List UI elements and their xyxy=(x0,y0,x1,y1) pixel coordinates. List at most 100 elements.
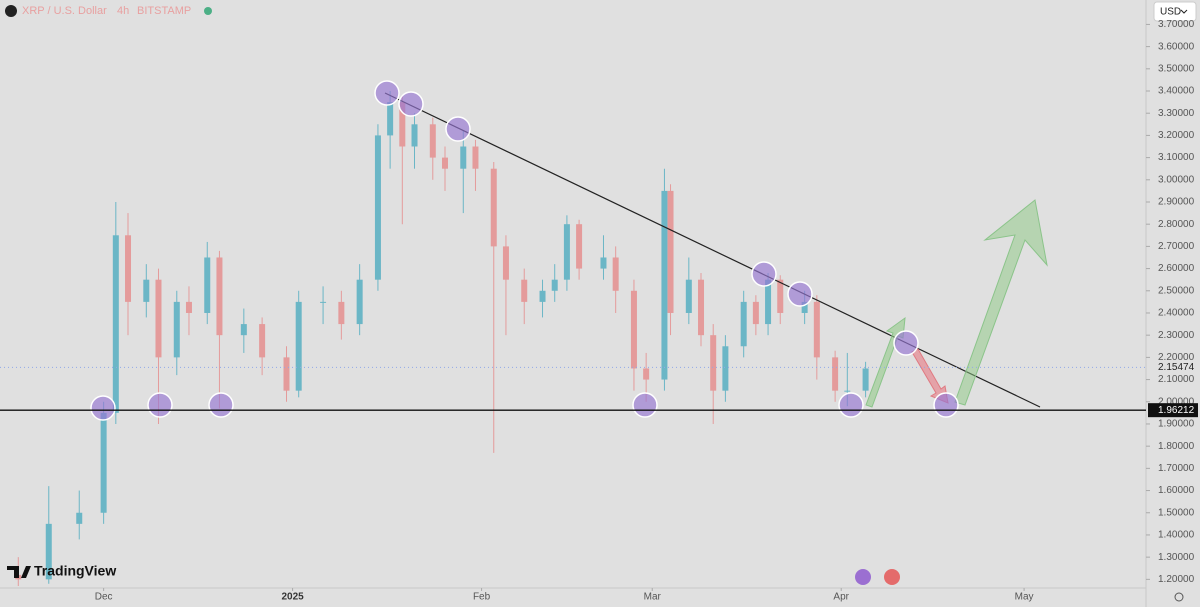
candle-body xyxy=(45,523,52,580)
candle-body xyxy=(399,102,406,147)
interval: 4h xyxy=(117,5,129,17)
y-tick-label: 1.80000 xyxy=(1158,441,1195,452)
candle-body xyxy=(813,301,820,358)
x-tick-label: Apr xyxy=(833,592,849,603)
symbol-icon xyxy=(5,5,17,17)
marker xyxy=(398,91,424,117)
y-tick-label: 2.10000 xyxy=(1158,374,1195,385)
y-tick-label: 2.50000 xyxy=(1158,285,1195,296)
candle-body xyxy=(338,301,345,325)
exchange: BITSTAMP xyxy=(137,5,191,17)
y-tick-label: 2.90000 xyxy=(1158,197,1195,208)
candle-body xyxy=(521,279,528,302)
y-tick-label: 3.00000 xyxy=(1158,174,1195,185)
candle-body xyxy=(155,279,162,358)
marker xyxy=(751,261,777,287)
candle-body xyxy=(125,235,132,302)
marker xyxy=(147,392,173,418)
candle-body xyxy=(259,324,266,358)
candle-body xyxy=(777,279,784,313)
y-tick-label: 2.60000 xyxy=(1158,263,1195,274)
candle-body xyxy=(472,146,479,169)
candle-body xyxy=(490,168,497,247)
y-tick-label: 2.70000 xyxy=(1158,241,1195,252)
candle-body xyxy=(667,190,674,313)
y-tick-label: 2.20000 xyxy=(1158,352,1195,363)
candle-body xyxy=(100,412,107,513)
candle-body xyxy=(862,368,869,391)
plot xyxy=(15,91,869,587)
candle-body xyxy=(429,124,436,158)
candle-body xyxy=(740,301,747,347)
candle-body xyxy=(240,324,247,336)
y-tick-label: 1.50000 xyxy=(1158,507,1195,518)
candle-body xyxy=(576,224,583,269)
drawings xyxy=(90,80,1048,421)
y-tick-label: 3.60000 xyxy=(1158,41,1195,52)
marker xyxy=(90,395,116,421)
x-tick-label: 2025 xyxy=(281,592,304,603)
support-label: 1.96212 xyxy=(1158,405,1195,416)
marker xyxy=(208,392,234,418)
currency-select[interactable] xyxy=(1153,1,1197,22)
brand-logo xyxy=(7,566,31,578)
candle-body xyxy=(563,224,570,280)
marker xyxy=(445,116,471,142)
candle-body xyxy=(502,246,509,280)
marker xyxy=(374,80,400,106)
candle-body xyxy=(844,390,851,392)
candle-body xyxy=(685,279,692,313)
y-tick-label: 1.90000 xyxy=(1158,419,1195,430)
marker xyxy=(893,330,919,356)
y-tick-label: 3.20000 xyxy=(1158,130,1195,141)
y-tick-label: 3.70000 xyxy=(1158,19,1195,30)
status-dot xyxy=(204,7,212,15)
candle-body xyxy=(320,301,327,303)
trendline xyxy=(384,92,1041,408)
y-tick-label: 3.30000 xyxy=(1158,108,1195,119)
y-tick-label: 3.40000 xyxy=(1158,86,1195,97)
y-tick-label: 3.50000 xyxy=(1158,63,1195,74)
y-tick-label: 2.00000 xyxy=(1158,396,1195,407)
candle-body xyxy=(204,257,211,313)
candle-body xyxy=(710,335,717,391)
x-tick-label: May xyxy=(1015,592,1034,603)
last-price-label: 2.15474 xyxy=(1158,362,1195,373)
candle-body xyxy=(173,301,180,358)
marker xyxy=(787,281,813,307)
price-badge xyxy=(1148,403,1198,418)
candle-body xyxy=(216,257,223,336)
candle-body xyxy=(441,157,448,169)
settings-icon[interactable] xyxy=(1174,592,1184,602)
y-tick-label: 1.40000 xyxy=(1158,530,1195,541)
marker xyxy=(838,392,864,418)
candle-body xyxy=(661,190,668,380)
y-tick-label: 1.30000 xyxy=(1158,552,1195,563)
candle-body xyxy=(460,146,467,169)
x-tick-label: Feb xyxy=(473,592,491,603)
candle-body xyxy=(765,279,772,325)
x-tick-label: Mar xyxy=(644,592,662,603)
candle-body xyxy=(539,290,546,302)
candle-body xyxy=(612,257,619,291)
y-tick-label: 1.20000 xyxy=(1158,574,1195,585)
candle-body xyxy=(600,257,607,269)
arrow xyxy=(954,199,1048,406)
candle-body xyxy=(752,301,759,325)
y-tick-label: 2.80000 xyxy=(1158,219,1195,230)
symbol-title: XRP / U.S. Dollar xyxy=(22,5,107,17)
currency-label[interactable]: USD xyxy=(1160,7,1181,18)
candle-body xyxy=(630,290,637,369)
candle-body xyxy=(143,279,150,302)
candle-body xyxy=(112,235,119,413)
y-tick-label: 1.70000 xyxy=(1158,463,1195,474)
candle-body xyxy=(356,279,363,325)
icon[interactable] xyxy=(884,569,900,585)
marker xyxy=(933,392,959,418)
icon[interactable] xyxy=(855,569,871,585)
candle-body xyxy=(185,301,192,313)
price-badge xyxy=(1148,360,1198,375)
candle-body xyxy=(76,512,83,524)
